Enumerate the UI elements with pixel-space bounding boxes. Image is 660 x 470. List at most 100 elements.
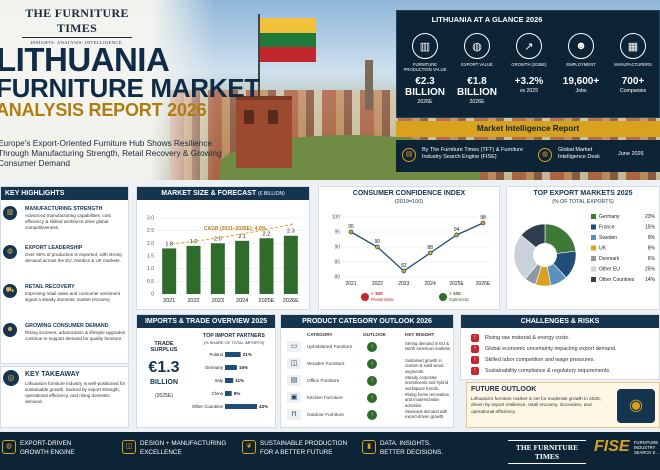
future-outlook-card: FUTURE OUTLOOK Lithuania's furniture mar… [466, 382, 660, 428]
legend-value: 14% [645, 277, 656, 283]
category-name: Wooden Furniture [307, 361, 345, 366]
warning-icon: ! [471, 345, 479, 353]
challenge-item: Sustainability compliance & regulatory r… [485, 368, 611, 374]
masthead-logo: THE FURNITURE TIMES INSIGHTS. ANALYSIS. … [22, 6, 132, 45]
bar-value-label: 21% [243, 352, 252, 357]
page-title: LITHUANIA FURNITURE MARKET ANALYSIS REPO… [0, 41, 260, 120]
people-icon: ☻ [3, 323, 17, 337]
category-name: Kitchen Furniture [307, 395, 343, 400]
target-icon: ◎ [3, 370, 19, 386]
down-arrow-icon [361, 293, 369, 301]
legend-label: UK [599, 246, 607, 252]
book-icon: ▤ [402, 148, 416, 162]
bar-category-label: Italy [215, 378, 224, 383]
x-tick-label: 2025E [449, 281, 464, 287]
y-tick-label: 80 [334, 275, 340, 281]
y-tick-label: 2.0 [147, 241, 154, 247]
import-partners-title: TOP IMPORT PARTNERS [203, 333, 265, 339]
glance-item: ▦ MANUFACTURERS 700+ Companies [607, 33, 659, 94]
glance-label: MANUFACTURERS [614, 62, 652, 67]
bar [259, 238, 274, 294]
bar-category-label: Other Countries [192, 404, 224, 409]
page-subtitle: Europe's Export-Oriented Furniture Hub S… [0, 138, 222, 169]
pessimistic-range: < 100 [371, 291, 383, 296]
product-category-card: PRODUCT CATEGORY OUTLOOK 2026 CATEGORY O… [280, 314, 454, 428]
intelligence-banner: Market Intelligence Report [396, 121, 660, 137]
optimistic-label: Optimistic [449, 297, 470, 302]
bar [225, 404, 257, 409]
confidence-title: CONSUMER CONFIDENCE INDEX [352, 190, 466, 197]
point-value-label: 98 [480, 215, 486, 221]
cart-icon: ⛟ [3, 284, 17, 298]
y-tick-label: 95 [334, 230, 340, 236]
globe-icon: ◍ [3, 245, 17, 259]
surplus-value: €1.3 [148, 359, 180, 376]
category-insight: Steady corporate investments and hybrid … [405, 375, 449, 391]
challenge-item: Skilled labor competition and wage press… [485, 357, 595, 363]
footer-item-line-2: EXCELLENCE [140, 448, 182, 456]
y-tick-label: 1.0 [147, 266, 154, 272]
x-tick-label: 2021 [345, 281, 356, 287]
key-highlights-title: KEY HIGHLIGHTS [1, 187, 128, 200]
glance-sub: Companies [619, 88, 647, 94]
x-tick-label: 2022 [372, 281, 383, 287]
bar-value-label: 2.1 [238, 234, 246, 240]
bar-value-label: 16% [239, 365, 248, 370]
legend-swatch [591, 245, 596, 251]
legend-label: Denmark [599, 256, 620, 262]
surplus-label: TRADE SURPLUS [150, 341, 178, 353]
footer-item-line-2: FOR A BETTER FUTURE [260, 448, 333, 456]
point-value-label: 88 [427, 245, 433, 251]
fise-logo: FISE [594, 438, 630, 455]
title-line-1: LITHUANIA [0, 41, 170, 78]
data-point [348, 229, 354, 235]
glance-label: GROWTH (2026E) [511, 62, 547, 67]
series-line [350, 222, 484, 272]
market-size-title: MARKET SIZE & FORECAST [161, 190, 257, 197]
y-tick-label: 100 [332, 215, 341, 221]
warning-icon: ! [471, 367, 479, 375]
bar-category-label: Poland [209, 352, 223, 357]
title-line-3: ANALYSIS REPORT 2026 [0, 99, 207, 120]
export-pie-chart: Germany 23% France 15% Sweden 9% UK 8% Denmark 6%… [513, 214, 656, 287]
binoculars-icon: ◉ [617, 389, 655, 423]
bar [162, 248, 177, 294]
highlight-text: Improving retail sales and consumer sent… [25, 291, 120, 302]
category-name: Office Furniture [307, 378, 340, 383]
key-highlights-card: KEY HIGHLIGHTS ▥ MANUFACTURING STRENGTH Ad… [0, 186, 129, 364]
y-tick-label: 85 [334, 260, 340, 266]
glance-item: ▥ FURNITURE PRODUCTION VALUE €2.3 BILLION 2… [399, 33, 451, 105]
bar-value-label: 9% [234, 391, 241, 396]
bar [225, 391, 232, 396]
kitchen-icon: ▣ [287, 392, 301, 403]
legend-value: 9% [648, 235, 656, 241]
x-tick-label: 2023 [398, 281, 409, 287]
imports-card: IMPORTS & TRADE OVERVIEW 2025 TRADE SURP… [136, 314, 276, 428]
x-tick-label: 2023 [212, 298, 224, 304]
footer-item: ▮ DATA. INSIGHTS. BETTER DECISIONS. [362, 440, 443, 458]
surplus-unit: BILLION [150, 379, 178, 386]
globe-icon: ◍ [538, 148, 552, 162]
y-tick-label: 1.5 [147, 254, 154, 260]
chair-icon: ◫ [287, 358, 301, 369]
y-tick-label: 90 [334, 245, 340, 251]
footer-bar: ◍ EXPORT-DRIVEN GROWTH ENGINE ◫ DESIGN + MAN… [0, 432, 660, 470]
up-arrow-icon [439, 293, 447, 301]
product-category-title: PRODUCT CATEGORY OUTLOOK 2026 [281, 315, 453, 328]
legend-label: Other EU [599, 267, 620, 273]
footer-item-line-2: BETTER DECISIONS. [380, 448, 443, 456]
glance-sub: 2026E [417, 99, 433, 105]
confidence-subtitle: (2019=100) [394, 199, 424, 205]
category-insight: Sustained growth in custom & solid wood … [405, 358, 444, 374]
imports-title: IMPORTS & TRADE OVERVIEW 2025 [137, 315, 275, 328]
bar [225, 378, 234, 383]
footer-item-line-1: EXPORT-DRIVEN [20, 440, 72, 447]
castle-tower [236, 96, 292, 168]
x-tick-label: 2026E [283, 298, 299, 304]
outlook-up-icon: ↑ [367, 410, 377, 420]
glance-item: ↗ GROWTH (2026E) +3.2% vs 2025 [503, 33, 555, 94]
legend-value: 23% [645, 214, 656, 220]
globe-icon: ◍ [464, 33, 490, 59]
footer-brand: THE FURNITURE TIMES [508, 440, 586, 464]
consumer-confidence-card: CONSUMER CONFIDENCE INDEX (2019=100) 80 8… [318, 186, 500, 310]
